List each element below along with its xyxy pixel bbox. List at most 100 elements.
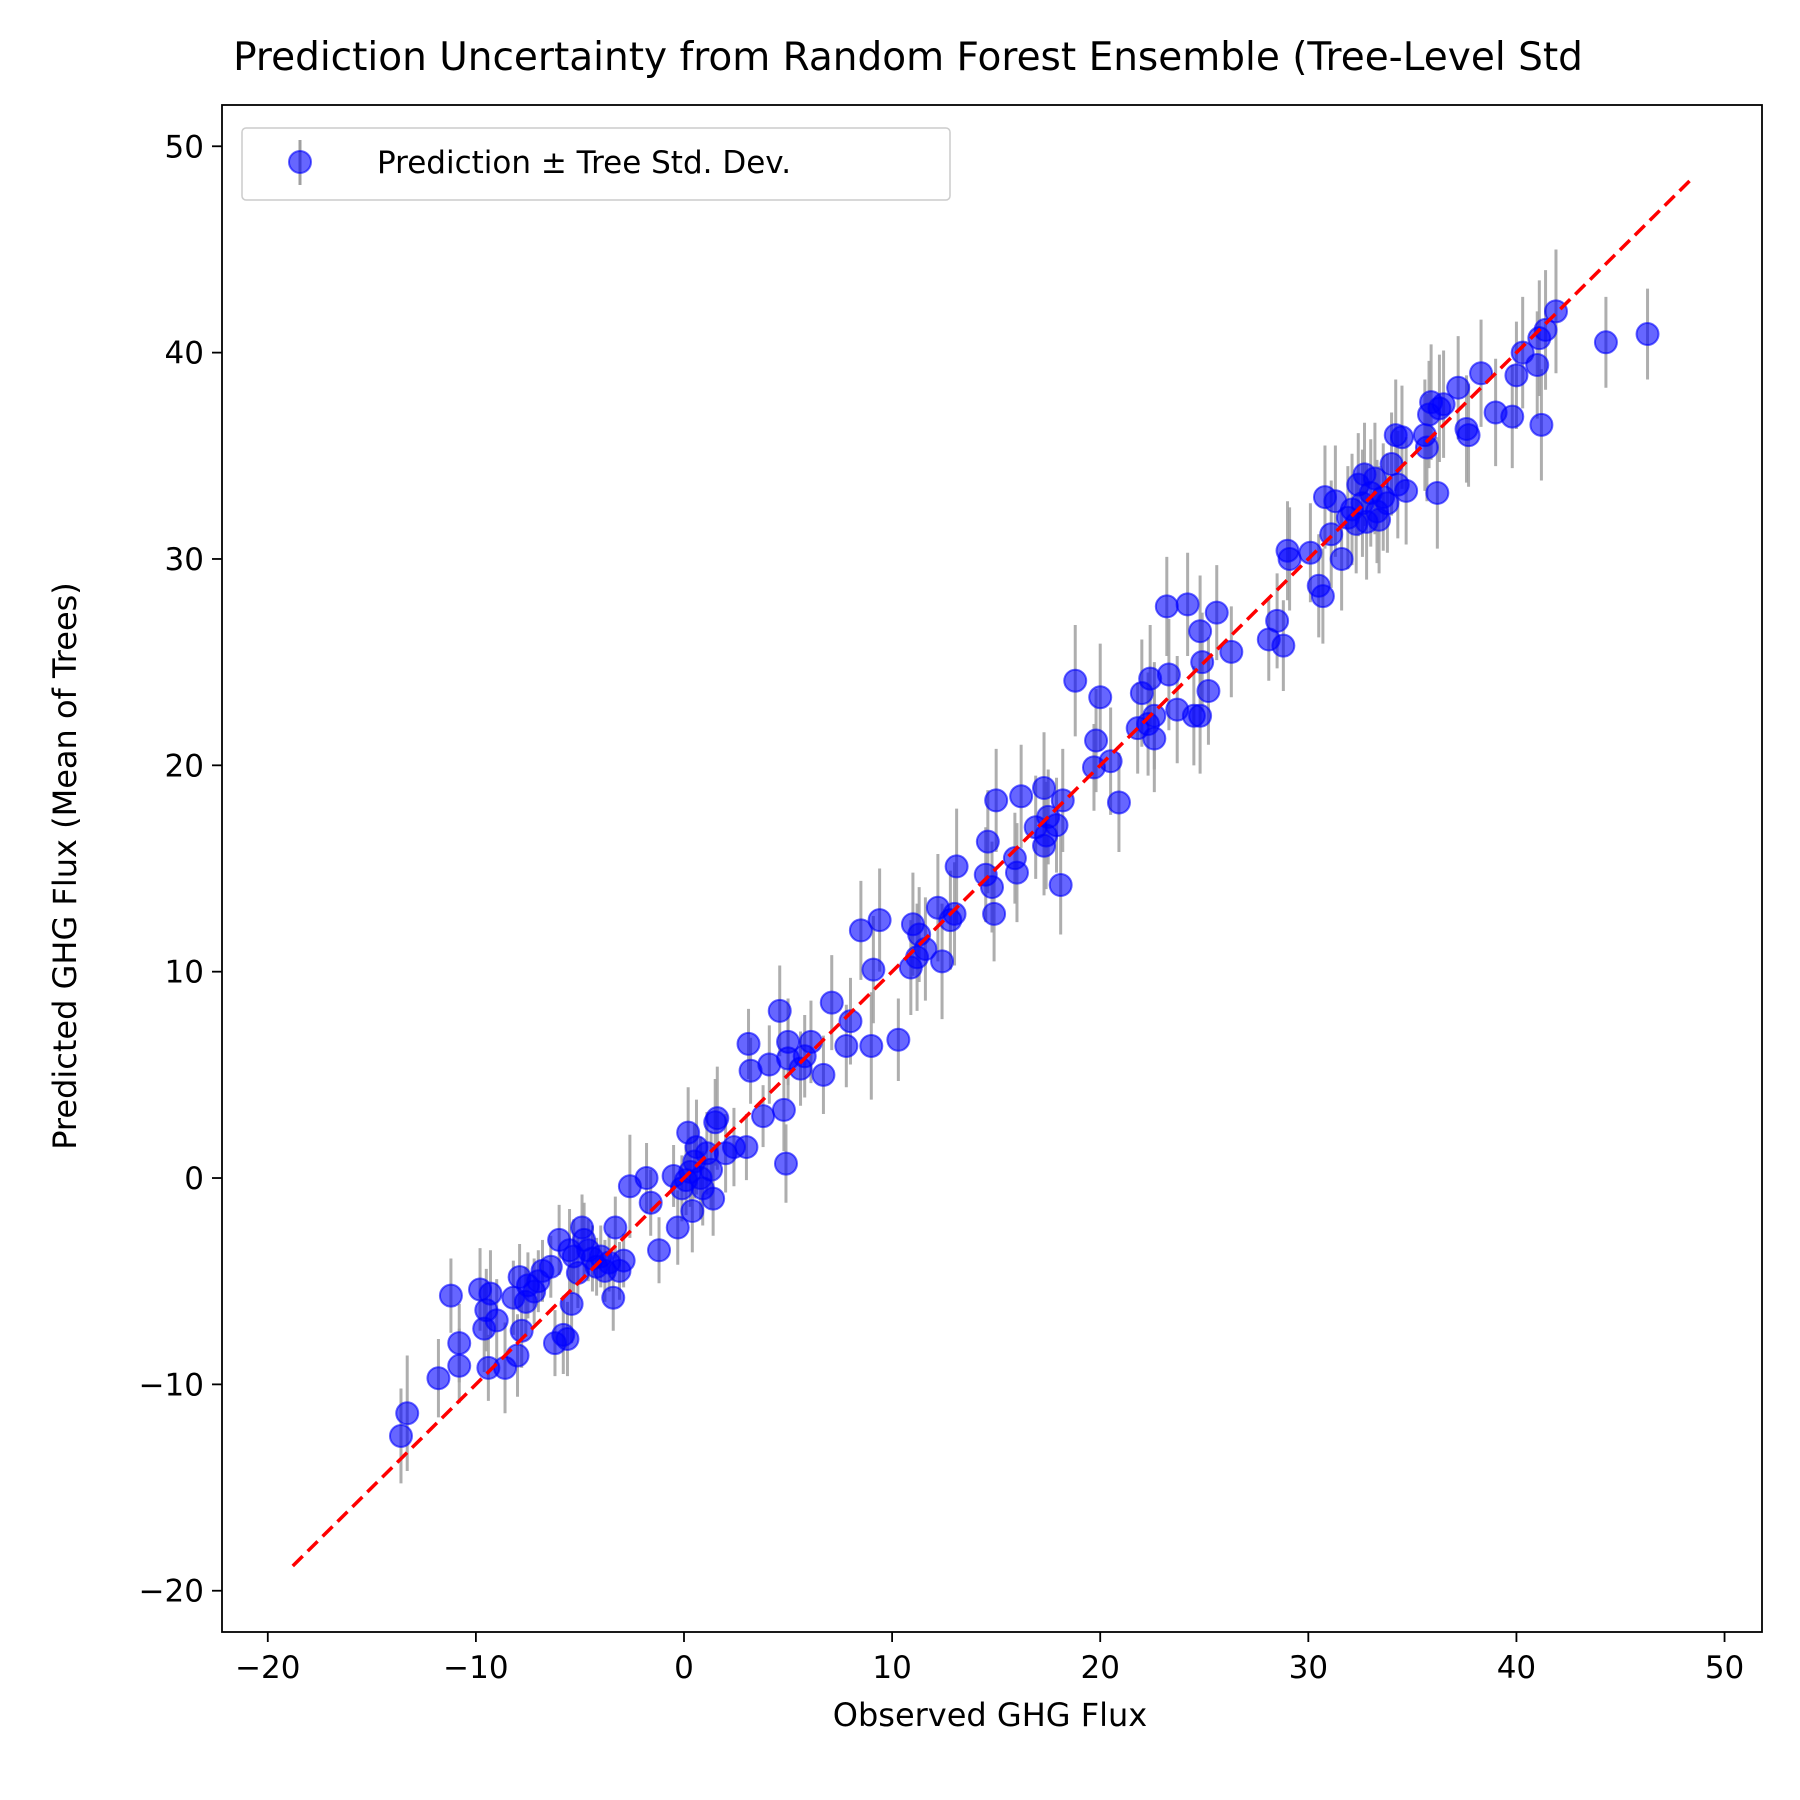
- data-point: [484, 1308, 509, 1333]
- data-point: [1456, 423, 1481, 448]
- data-point: [982, 901, 1007, 926]
- data-point: [1375, 491, 1400, 516]
- data-point: [1298, 540, 1323, 565]
- data-point: [1431, 392, 1456, 417]
- data-point: [555, 1326, 580, 1351]
- data-point: [751, 1104, 776, 1129]
- data-point: [867, 908, 892, 933]
- data-point: [1084, 728, 1109, 753]
- y-tick-label: 0: [184, 1161, 204, 1197]
- data-point: [1156, 662, 1181, 687]
- data-point: [1175, 592, 1200, 617]
- y-axis-ticks: −20 −10 0 10 20 30 40 50: [139, 129, 222, 1610]
- data-point: [1394, 478, 1419, 503]
- data-point: [944, 854, 969, 879]
- x-tick-label: 0: [674, 1650, 694, 1686]
- data-point: [1063, 668, 1088, 693]
- data-point: [834, 1033, 859, 1058]
- legend: Prediction ± Tree Std. Dev.: [241, 127, 951, 201]
- x-axis-ticks: −20 −10 0 10 20 30 40 50: [235, 1632, 1744, 1686]
- data-point: [886, 1027, 911, 1052]
- data-point: [1310, 584, 1335, 609]
- data-point: [859, 1033, 884, 1058]
- data-point: [1265, 608, 1290, 633]
- y-tick-label: −10: [139, 1367, 204, 1403]
- plot-frame: [221, 104, 1763, 1633]
- data-point: [603, 1215, 628, 1240]
- data-point: [1329, 546, 1354, 571]
- data-point: [699, 1157, 724, 1182]
- data-point: [848, 918, 873, 943]
- x-tick-label: −10: [443, 1650, 508, 1686]
- data-point: [861, 957, 886, 982]
- data-point: [395, 1401, 420, 1426]
- data-point: [611, 1248, 636, 1273]
- data-point: [1188, 703, 1213, 728]
- data-point: [1048, 873, 1073, 898]
- data-point: [509, 1318, 534, 1343]
- data-point: [734, 1135, 759, 1160]
- data-point: [1593, 330, 1618, 355]
- data-point: [559, 1291, 584, 1316]
- data-point: [1635, 322, 1660, 347]
- data-point: [478, 1281, 503, 1306]
- data-point: [705, 1106, 730, 1131]
- data-point: [1142, 726, 1167, 751]
- data-point: [1204, 600, 1229, 625]
- data-point: [1004, 860, 1029, 885]
- data-point: [388, 1423, 413, 1448]
- data-point: [1098, 749, 1123, 774]
- data-point: [1271, 633, 1296, 658]
- data-point: [1088, 685, 1113, 710]
- data-point: [984, 788, 1009, 813]
- chart-title: Prediction Uncertainty from Random Fores…: [233, 35, 1583, 80]
- data-point: [701, 1186, 726, 1211]
- data-point: [1504, 363, 1529, 388]
- data-point: [1533, 317, 1558, 342]
- legend-box: [241, 127, 951, 201]
- data-point: [1525, 353, 1550, 378]
- data-point: [767, 998, 792, 1023]
- x-tick-label: 40: [1497, 1650, 1536, 1686]
- data-point: [736, 1031, 761, 1056]
- data-point: [773, 1151, 798, 1176]
- data-point: [1389, 425, 1414, 450]
- x-tick-label: −20: [235, 1650, 300, 1686]
- data-point: [1032, 776, 1057, 801]
- x-tick-label: 30: [1289, 1650, 1328, 1686]
- data-point: [447, 1353, 472, 1378]
- data-point: [798, 1029, 823, 1054]
- data-point: [505, 1343, 530, 1368]
- data-point: [1469, 361, 1494, 386]
- legend-marker: [288, 150, 312, 174]
- data-point: [1009, 784, 1034, 809]
- x-axis-label: Observed GHG Flux: [833, 1696, 1147, 1734]
- data-point: [838, 1009, 863, 1034]
- data-point: [1425, 480, 1450, 505]
- data-point: [1446, 375, 1471, 400]
- data-point: [665, 1215, 690, 1240]
- data-point: [819, 990, 844, 1015]
- identity-reference-line: [291, 175, 1695, 1568]
- reference-line-layer: [291, 175, 1695, 1568]
- data-point: [538, 1254, 563, 1279]
- data-points-layer: [388, 299, 1660, 1448]
- y-tick-label: −20: [139, 1574, 204, 1610]
- x-tick-label: 20: [1080, 1650, 1119, 1686]
- y-tick-label: 20: [165, 748, 204, 784]
- x-tick-label: 10: [872, 1650, 911, 1686]
- data-point: [634, 1166, 659, 1191]
- data-point: [1044, 813, 1069, 838]
- data-point: [1277, 546, 1302, 571]
- data-point: [447, 1331, 472, 1356]
- data-point: [647, 1238, 672, 1263]
- y-tick-label: 30: [165, 542, 204, 578]
- data-point: [638, 1190, 663, 1215]
- x-tick-label: 50: [1705, 1650, 1744, 1686]
- data-point: [975, 829, 1000, 854]
- y-tick-label: 50: [165, 129, 204, 165]
- y-tick-label: 40: [165, 336, 204, 372]
- data-point: [811, 1062, 836, 1087]
- y-axis-label: Predicted GHG Flux (Mean of Trees): [46, 582, 84, 1150]
